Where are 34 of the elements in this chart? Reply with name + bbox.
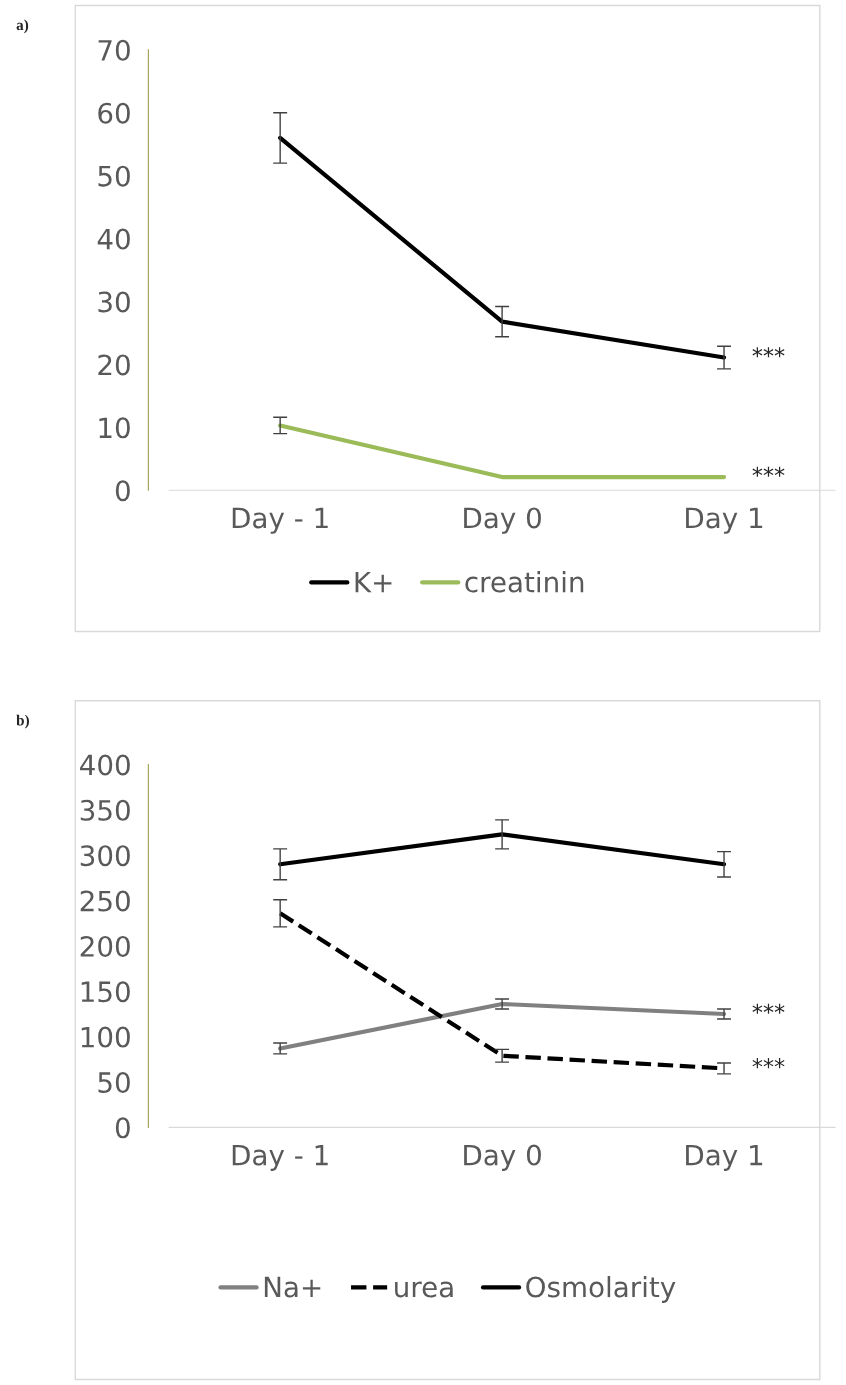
- y-tick-label: 400: [80, 754, 130, 776]
- y-tick-label: 250: [80, 890, 130, 912]
- x-tick-label: Day 0: [464, 507, 541, 534]
- y-tick-label: 100: [81, 1026, 130, 1048]
- legend-label: Osmolarity: [526, 1275, 676, 1303]
- annotation: ***: [752, 1058, 785, 1069]
- x-tick-label: Day - 1: [232, 507, 328, 534]
- text: b): [16, 714, 29, 729]
- y-tick-label: 300: [80, 845, 130, 867]
- legend-label: K+: [355, 571, 392, 593]
- y-tick-label: 50: [98, 1071, 130, 1093]
- x-tick-label: Day 1: [686, 507, 763, 534]
- y-tick-label: 10: [99, 417, 130, 439]
- annotation: ***: [752, 1003, 785, 1014]
- x-tick-label: Day 0: [464, 1144, 541, 1171]
- x-tick-label: Day 1: [686, 1144, 763, 1171]
- legend-label: urea: [395, 1281, 453, 1298]
- y-tick-label: 150: [81, 981, 130, 1003]
- y-tick-label: 0: [115, 1117, 130, 1139]
- y-tick-label: 350: [80, 799, 130, 821]
- x-tick-label: Day - 1: [232, 1144, 328, 1171]
- y-tick-label: 40: [97, 228, 130, 250]
- legend-label: creatinin: [465, 571, 584, 593]
- y-tick-label: 50: [98, 165, 130, 187]
- y-tick-label: 30: [98, 291, 130, 313]
- text: a): [16, 19, 29, 34]
- annotation: ***: [752, 347, 785, 358]
- y-tick-label: 20: [98, 354, 130, 376]
- annotation: ***: [752, 466, 785, 477]
- y-tick-label: 0: [115, 480, 130, 502]
- y-tick-label: 60: [98, 102, 130, 124]
- y-tick-label: 200: [80, 935, 130, 957]
- y-tick-label: 70: [98, 39, 130, 61]
- legend-label: Na+: [264, 1276, 321, 1298]
